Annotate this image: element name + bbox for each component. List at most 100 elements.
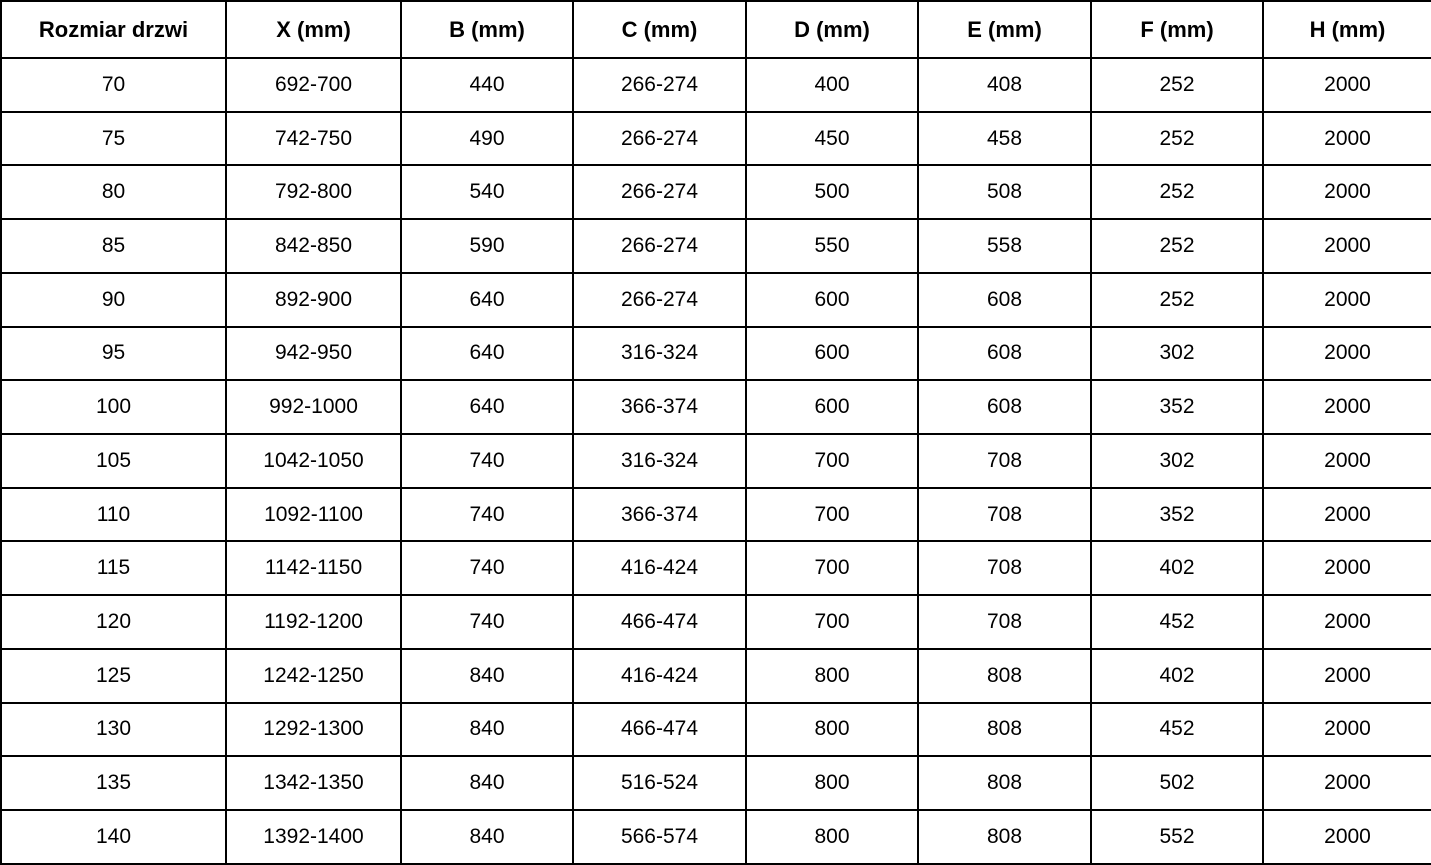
table-cell: 700 <box>745 594 919 650</box>
table-row: 115 1142-1150 740 416-424 700 708 402 2000 <box>0 540 1431 597</box>
table-cell: 402 <box>1090 647 1264 704</box>
table-row: 130 1292-1300 840 466-474 800 808 452 2000 <box>0 701 1431 758</box>
column-header-x-mm: X (mm) <box>225 0 402 59</box>
table-cell: 1092-1100 <box>225 486 402 543</box>
table-cell: 266-274 <box>572 110 747 167</box>
table-cell: 1042-1050 <box>225 433 402 489</box>
table-cell: 130 <box>0 701 227 758</box>
table-cell: 115 <box>0 540 227 597</box>
table-cell: 2000 <box>1262 164 1431 221</box>
table-cell: 840 <box>400 647 574 704</box>
table-cell: 400 <box>745 57 919 113</box>
table-cell: 692-700 <box>225 57 402 113</box>
table-cell: 640 <box>400 325 574 382</box>
column-header-b-mm: B (mm) <box>400 0 574 59</box>
table-cell: 450 <box>745 110 919 167</box>
table-cell: 302 <box>1090 433 1264 489</box>
table-cell: 608 <box>917 271 1092 328</box>
table-cell: 302 <box>1090 325 1264 382</box>
table-cell: 352 <box>1090 379 1264 436</box>
table-cell: 316-324 <box>572 433 747 489</box>
table-cell: 135 <box>0 755 227 812</box>
table-cell: 1342-1350 <box>225 755 402 812</box>
table-row: 95 942-950 640 316-324 600 608 302 2000 <box>0 325 1431 382</box>
table-cell: 2000 <box>1262 110 1431 167</box>
table-cell: 558 <box>917 218 1092 274</box>
table-cell: 466-474 <box>572 701 747 758</box>
table-cell: 540 <box>400 164 574 221</box>
table-cell: 252 <box>1090 271 1264 328</box>
table-cell: 800 <box>745 647 919 704</box>
table-cell: 1242-1250 <box>225 647 402 704</box>
table-cell: 252 <box>1090 164 1264 221</box>
table-cell: 808 <box>917 809 1092 865</box>
header-row: Rozmiar drzwi X (mm) B (mm) C (mm) D (mm) E (… <box>0 0 1431 59</box>
table-cell: 266-274 <box>572 57 747 113</box>
table-row: 90 892-900 640 266-274 600 608 252 2000 <box>0 271 1431 328</box>
table-cell: 992-1000 <box>225 379 402 436</box>
table-cell: 2000 <box>1262 701 1431 758</box>
table-cell: 352 <box>1090 486 1264 543</box>
table-row: 140 1392-1400 840 566-574 800 808 552 2000 <box>0 809 1431 865</box>
table-row: 70 692-700 440 266-274 400 408 252 2000 <box>0 57 1431 113</box>
table-cell: 2000 <box>1262 433 1431 489</box>
table-cell: 600 <box>745 325 919 382</box>
table-cell: 942-950 <box>225 325 402 382</box>
table-row: 80 792-800 540 266-274 500 508 252 2000 <box>0 164 1431 221</box>
table-cell: 266-274 <box>572 164 747 221</box>
column-header-c-mm: C (mm) <box>572 0 747 59</box>
table-cell: 100 <box>0 379 227 436</box>
table-cell: 590 <box>400 218 574 274</box>
table-cell: 85 <box>0 218 227 274</box>
table-cell: 2000 <box>1262 647 1431 704</box>
table-cell: 252 <box>1090 218 1264 274</box>
table-cell: 452 <box>1090 701 1264 758</box>
column-header-rozmiar-drzwi: Rozmiar drzwi <box>0 0 227 59</box>
table-cell: 840 <box>400 701 574 758</box>
table-head: Rozmiar drzwi X (mm) B (mm) C (mm) D (mm) E (… <box>0 0 1431 59</box>
table-row: 120 1192-1200 740 466-474 700 708 452 2000 <box>0 594 1431 650</box>
table-cell: 700 <box>745 433 919 489</box>
table-cell: 266-274 <box>572 271 747 328</box>
table-cell: 105 <box>0 433 227 489</box>
table-cell: 508 <box>917 164 1092 221</box>
table-cell: 490 <box>400 110 574 167</box>
column-header-h-mm: H (mm) <box>1262 0 1431 59</box>
table-row: 110 1092-1100 740 366-374 700 708 352 2000 <box>0 486 1431 543</box>
table-cell: 1392-1400 <box>225 809 402 865</box>
table-cell: 700 <box>745 540 919 597</box>
table-cell: 892-900 <box>225 271 402 328</box>
table-cell: 600 <box>745 379 919 436</box>
table-cell: 458 <box>917 110 1092 167</box>
table-row: 135 1342-1350 840 516-524 800 808 502 2000 <box>0 755 1431 812</box>
table-cell: 808 <box>917 701 1092 758</box>
table-cell: 2000 <box>1262 271 1431 328</box>
table-cell: 808 <box>917 647 1092 704</box>
table-cell: 1142-1150 <box>225 540 402 597</box>
table-cell: 408 <box>917 57 1092 113</box>
table-cell: 95 <box>0 325 227 382</box>
table-cell: 452 <box>1090 594 1264 650</box>
table-cell: 600 <box>745 271 919 328</box>
table-cell: 840 <box>400 809 574 865</box>
table-cell: 742-750 <box>225 110 402 167</box>
table-cell: 80 <box>0 164 227 221</box>
table-cell: 466-474 <box>572 594 747 650</box>
table-cell: 416-424 <box>572 647 747 704</box>
table-row: 100 992-1000 640 366-374 600 608 352 2000 <box>0 379 1431 436</box>
table-cell: 708 <box>917 594 1092 650</box>
table-cell: 552 <box>1090 809 1264 865</box>
table-cell: 516-524 <box>572 755 747 812</box>
table-cell: 252 <box>1090 57 1264 113</box>
table-cell: 2000 <box>1262 540 1431 597</box>
table-cell: 125 <box>0 647 227 704</box>
table-cell: 2000 <box>1262 594 1431 650</box>
column-header-d-mm: D (mm) <box>745 0 919 59</box>
table-cell: 500 <box>745 164 919 221</box>
table-cell: 2000 <box>1262 379 1431 436</box>
table-cell: 566-574 <box>572 809 747 865</box>
column-header-e-mm: E (mm) <box>917 0 1092 59</box>
table-cell: 1292-1300 <box>225 701 402 758</box>
